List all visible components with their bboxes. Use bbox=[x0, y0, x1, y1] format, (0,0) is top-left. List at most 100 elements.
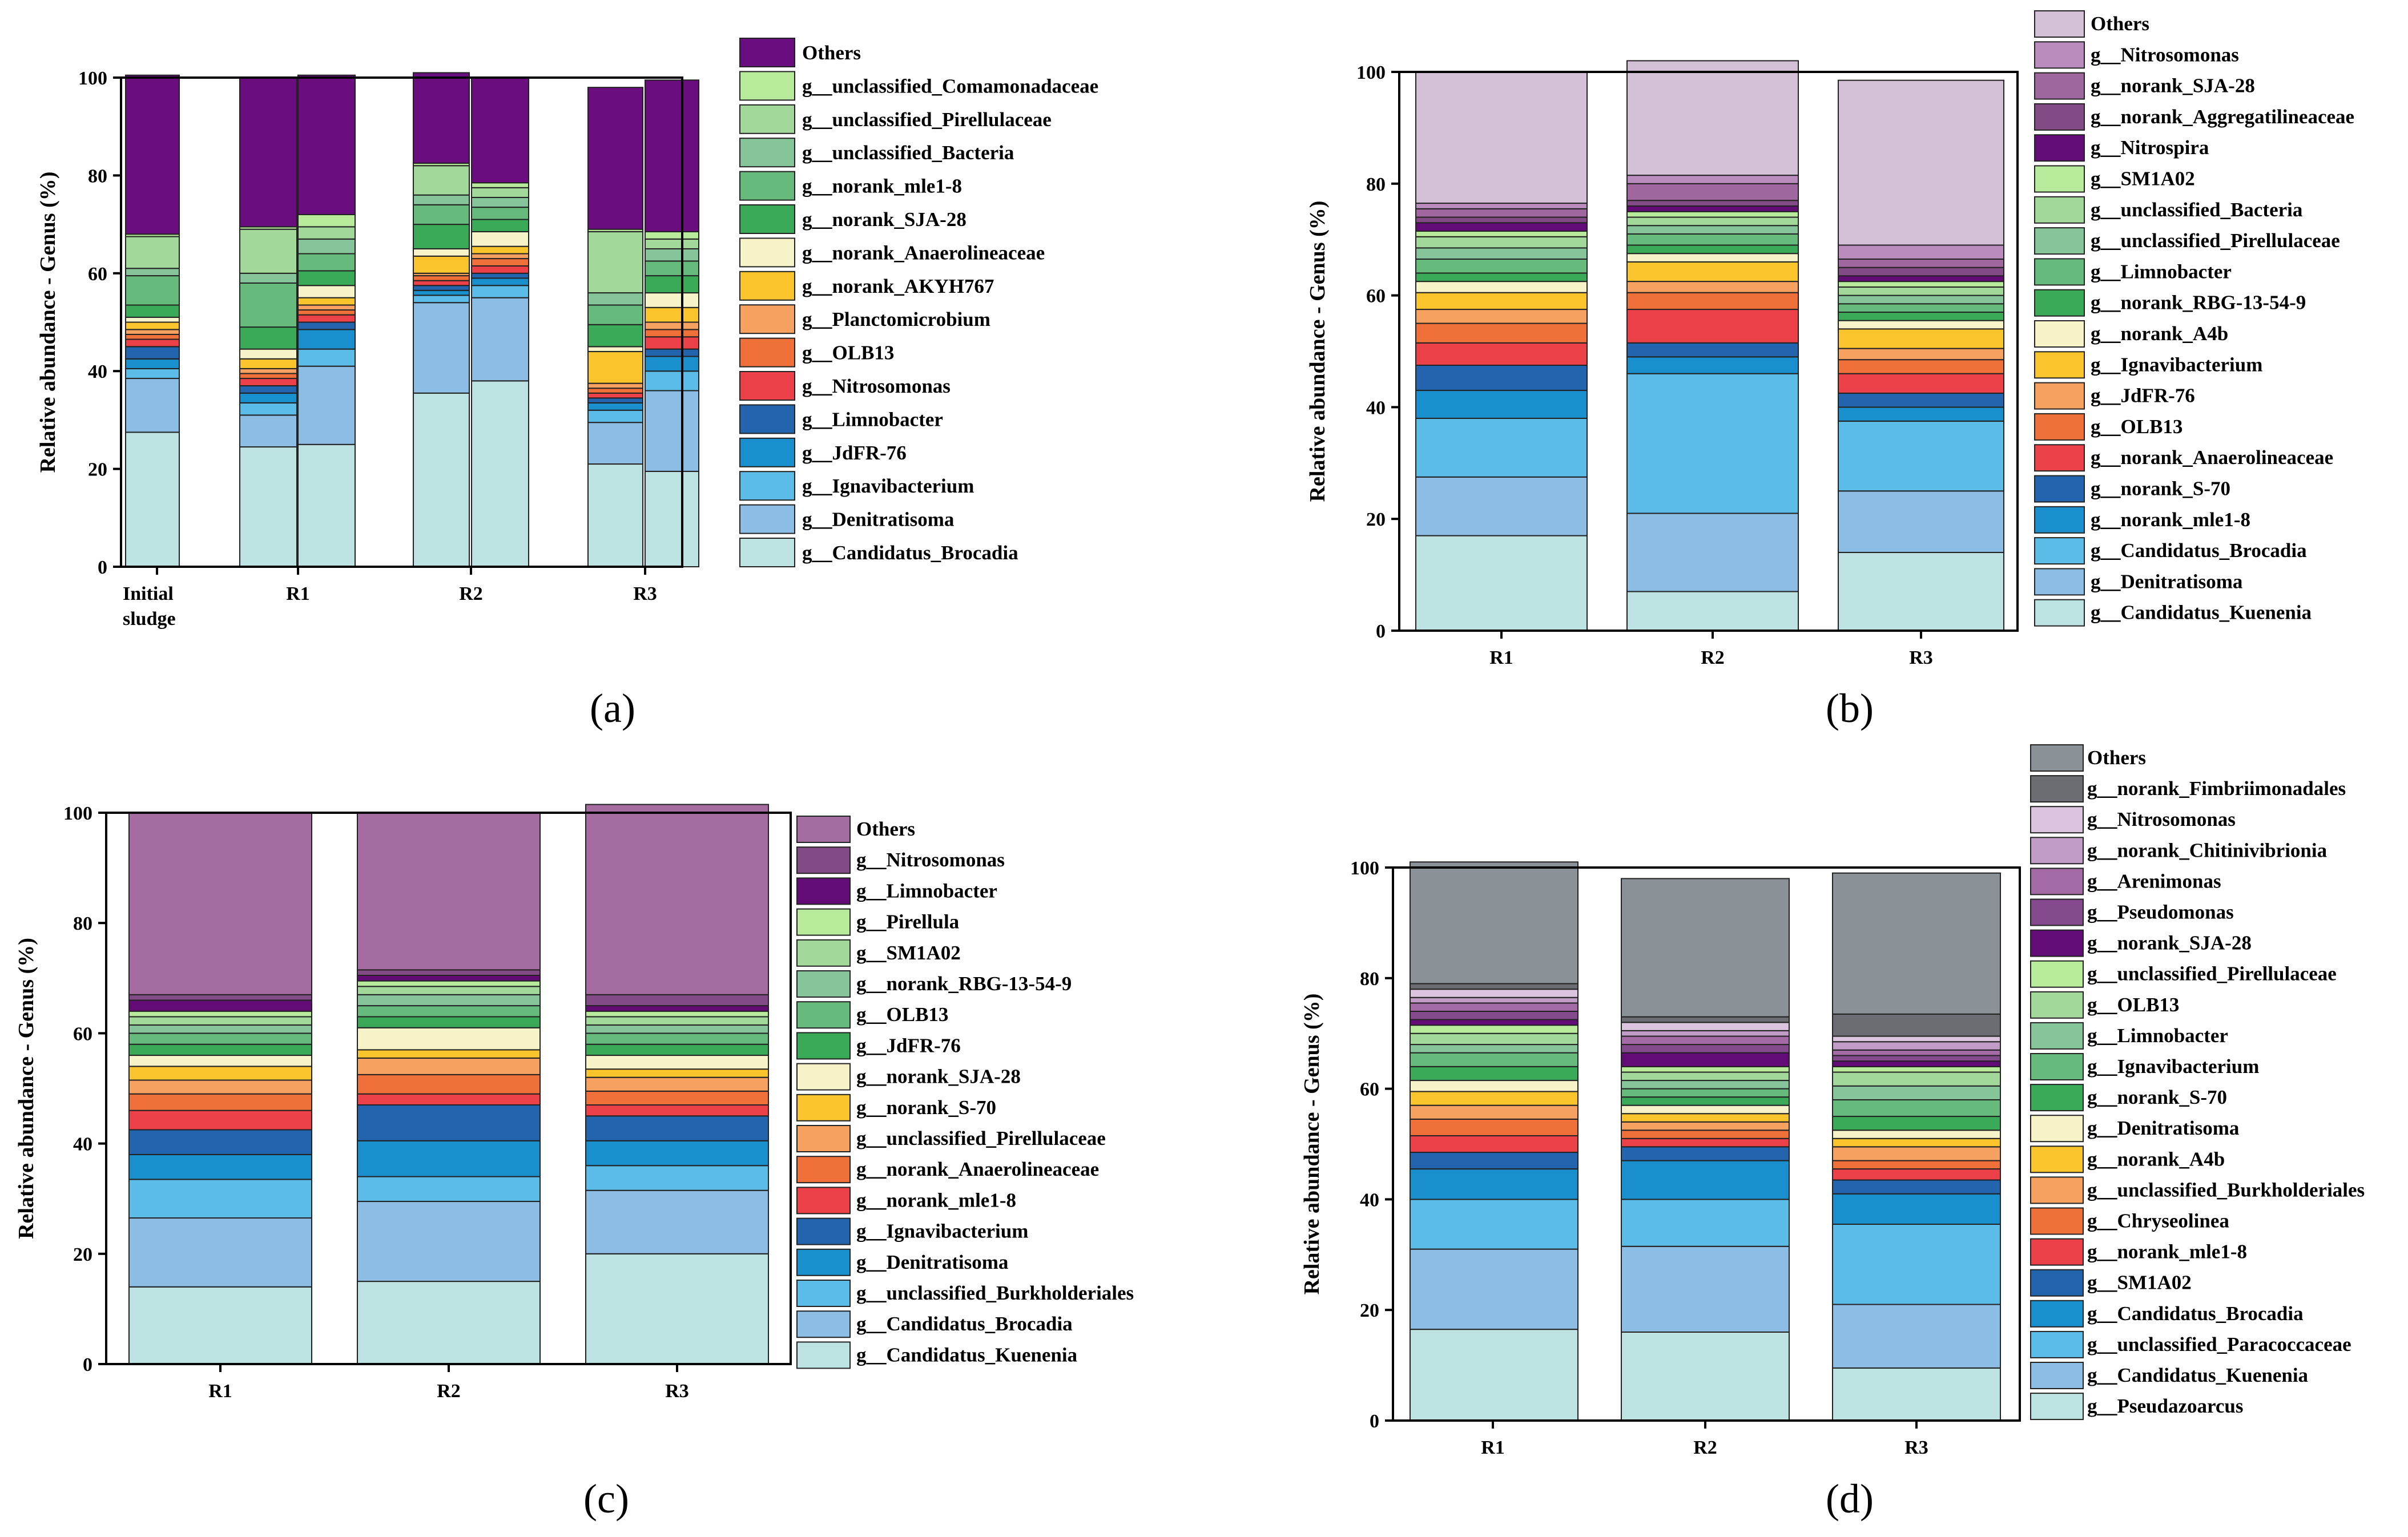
legend-label: g__OLB13 bbox=[856, 1003, 948, 1026]
legend-swatch-Others bbox=[796, 816, 851, 843]
bar-segment-g__norank_Anaerolineaceae-bar5 bbox=[471, 231, 529, 247]
bar-segment-g__Candidatus_Brocadia-bar3 bbox=[1832, 1193, 2001, 1225]
legend-swatch-g__Denitratisoma bbox=[739, 504, 795, 534]
legend-swatch-g__unclassified_Pirellulaceae bbox=[739, 104, 795, 134]
legend-label: g__norank_mle1-8 bbox=[856, 1189, 1016, 1211]
legend-label: g__norank_S-70 bbox=[2091, 478, 2230, 500]
legend-label: g__unclassified_Burkholderiales bbox=[856, 1282, 1134, 1304]
legend-swatch-g__Limnobacter bbox=[739, 404, 795, 434]
bar-segment-g__Pseudomonas-bar2 bbox=[1621, 1044, 1790, 1054]
bar-segment-g__unclassified_Pirellulaceae-bar3 bbox=[1832, 1066, 2001, 1073]
bar-segment-g__unclassified_Bacteria-bar2 bbox=[1626, 216, 1799, 227]
x-tick-label: R2 bbox=[1693, 1437, 1717, 1458]
bar-segment-g__Denitratisoma-bar1 bbox=[128, 1153, 312, 1180]
bar-segment-g__unclassified_Bacteria-bar6 bbox=[587, 292, 643, 306]
bar-segment-g__Nitrosomonas-bar2 bbox=[1626, 175, 1799, 184]
bar-segment-g__Candidatus_Kuenenia-bar1 bbox=[1410, 1248, 1579, 1330]
x-tick-label: R1 bbox=[1481, 1437, 1505, 1458]
bar-segment-g__Candidatus_Brocadia-bar5 bbox=[471, 380, 529, 568]
bar-segment-g__Chryseolinea-bar1 bbox=[1410, 1118, 1579, 1136]
legend-swatch-g__Denitratisoma bbox=[2034, 568, 2085, 596]
panel-caption: (c) bbox=[583, 1476, 629, 1522]
legend-swatch-g__Candidatus_Brocadia bbox=[2030, 1300, 2084, 1328]
bar-segment-Others-bar1 bbox=[1410, 861, 1579, 985]
legend-label: g__norank_S-70 bbox=[856, 1096, 996, 1119]
bar-segment-g__OLB13-bar3 bbox=[1838, 359, 2004, 374]
x-tick-label: R3 bbox=[1904, 1437, 1928, 1458]
bar-segment-g__norank_A4b-bar3 bbox=[1832, 1137, 2001, 1148]
bar-segment-g__SM1A02-bar3 bbox=[1838, 281, 2004, 288]
y-tick-label: 40 bbox=[73, 1134, 92, 1155]
bar-segment-g__Planctomicrobium-bar6 bbox=[587, 382, 643, 389]
y-tick-label: 60 bbox=[88, 264, 107, 285]
bar-segment-g__norank_A4b-bar1 bbox=[1410, 1091, 1579, 1106]
legend-label: g__norank_mle1-8 bbox=[802, 175, 962, 197]
legend-swatch-g__Pirellula bbox=[796, 908, 851, 936]
legend-label: g__Candidatus_Brocadia bbox=[856, 1313, 1073, 1335]
bar-segment-g__Nitrosomonas-bar3 bbox=[585, 994, 769, 1007]
bar-segment-g__JdFR-76-bar2 bbox=[239, 392, 297, 404]
bar-segment-g__Candidatus_Brocadia-bar4 bbox=[413, 392, 470, 567]
legend-label: g__JdFR-76 bbox=[802, 442, 907, 464]
legend-label: g__Nitrospira bbox=[2091, 136, 2209, 159]
legend-swatch-g__Candidatus_Kuenenia bbox=[2030, 1362, 2084, 1389]
bar-segment-g__unclassified_Comamonadaceae-bar5 bbox=[471, 182, 529, 188]
legend-swatch-g__Planctomicrobium bbox=[739, 304, 795, 334]
legend-swatch-g__norank_mle1-8 bbox=[2034, 506, 2085, 534]
bar-segment-g__Candidatus_Brocadia-bar7 bbox=[645, 470, 699, 568]
bar-segment-g__norank_RBG-13-54-9-bar1 bbox=[128, 1024, 312, 1034]
bar-segment-g__Planctomicrobium-bar3 bbox=[297, 304, 356, 311]
bar-segment-g__Denitratisoma-bar2 bbox=[1626, 513, 1799, 592]
legend-label: g__Pseudomonas bbox=[2087, 901, 2234, 923]
legend-swatch-g__unclassified_Comamonadaceae bbox=[739, 71, 795, 101]
bar-segment-g__norank_S-70-bar2 bbox=[1621, 1096, 1790, 1106]
y-tick-label: 80 bbox=[88, 166, 107, 187]
bar-segment-g__SM1A02-bar1 bbox=[1415, 231, 1588, 237]
bar-segment-g__Denitratisoma-bar1 bbox=[1415, 476, 1588, 536]
bar-segment-g__Limnobacter-bar4 bbox=[413, 285, 470, 291]
legend-label: Others bbox=[802, 42, 861, 64]
legend-swatch-g__unclassified_Paracoccaceae bbox=[2030, 1330, 2084, 1358]
bar-segment-g__Limnobacter-bar2 bbox=[1621, 1080, 1790, 1090]
bar-segment-g__norank_SJA-28-bar3 bbox=[1838, 258, 2004, 268]
bar-segment-g__norank_SJA-28-bar4 bbox=[413, 224, 470, 249]
bar-segment-g__Limnobacter-bar1 bbox=[128, 999, 312, 1012]
bar-segment-g__Ignavibacterium-bar4 bbox=[413, 295, 470, 304]
bar-segment-g__Candidatus_Brocadia-bar3 bbox=[1838, 420, 2004, 492]
bar-segment-g__unclassified_Bacteria-bar5 bbox=[471, 196, 529, 208]
bar-segment-g__norank_AKYH767-bar4 bbox=[413, 255, 470, 274]
bar-segment-g__norank_SJA-28-bar3 bbox=[585, 1055, 769, 1070]
bar-segment-g__unclassified_Bacteria-bar2 bbox=[239, 272, 297, 284]
bar-segment-g__Candidatus_Brocadia-bar1 bbox=[128, 1217, 312, 1288]
bar-segment-g__Planctomicrobium-bar1 bbox=[125, 329, 180, 335]
bar-segment-g__norank_RBG-13-54-9-bar3 bbox=[585, 1024, 769, 1034]
bar-segment-g__Nitrosomonas-bar2 bbox=[1621, 1022, 1790, 1031]
bar-segment-g__Nitrosomonas-bar1 bbox=[128, 994, 312, 1001]
bar-segment-g__JdFR-76-bar3 bbox=[297, 329, 356, 350]
bar-segment-g__SM1A02-bar2 bbox=[357, 986, 541, 995]
bar-segment-Others-bar5 bbox=[471, 77, 529, 184]
bar-segment-g__Ignavibacterium-bar3 bbox=[585, 1115, 769, 1141]
bar-segment-g__JdFR-76-bar1 bbox=[125, 358, 180, 369]
bar-segment-g__Nitrosomonas-bar1 bbox=[125, 338, 180, 348]
legend-swatch-g__Nitrosomonas bbox=[739, 371, 795, 401]
legend-swatch-g__norank_RBG-13-54-9 bbox=[2034, 289, 2085, 317]
bar-segment-Others-bar2 bbox=[1626, 60, 1799, 176]
bar-segment-g__OLB13-bar7 bbox=[645, 329, 699, 338]
bar-segment-g__JdFR-76-bar7 bbox=[645, 356, 699, 372]
bar-segment-Others-bar2 bbox=[357, 812, 541, 971]
bar-segment-g__Ignavibacterium-bar2 bbox=[1621, 1088, 1790, 1098]
legend-swatch-g__OLB13 bbox=[2034, 413, 2085, 441]
bar-segment-g__Candidatus_Brocadia-bar1 bbox=[125, 431, 180, 568]
legend-swatch-g__Nitrosomonas bbox=[796, 846, 851, 874]
legend-label: g__SM1A02 bbox=[2087, 1272, 2192, 1294]
y-tick-label: 80 bbox=[73, 913, 92, 934]
bar-segment-g__unclassified_Burkholderiales-bar3 bbox=[1832, 1146, 2001, 1161]
bar-segment-g__unclassified_Bacteria-bar1 bbox=[125, 268, 180, 277]
bar-segment-g__norank_Anaerolineaceae-bar1 bbox=[128, 1093, 312, 1111]
bar-segment-g__unclassified_Pirellulaceae-bar2 bbox=[357, 1057, 541, 1075]
bar-segment-g__Ignavibacterium-bar3 bbox=[297, 348, 356, 367]
bar-segment-g__norank_RBG-13-54-9-bar2 bbox=[1626, 244, 1799, 255]
bar-segment-g__norank_Aggregatilineaceae-bar1 bbox=[1415, 216, 1588, 224]
legend-swatch-g__JdFR-76 bbox=[2034, 382, 2085, 410]
